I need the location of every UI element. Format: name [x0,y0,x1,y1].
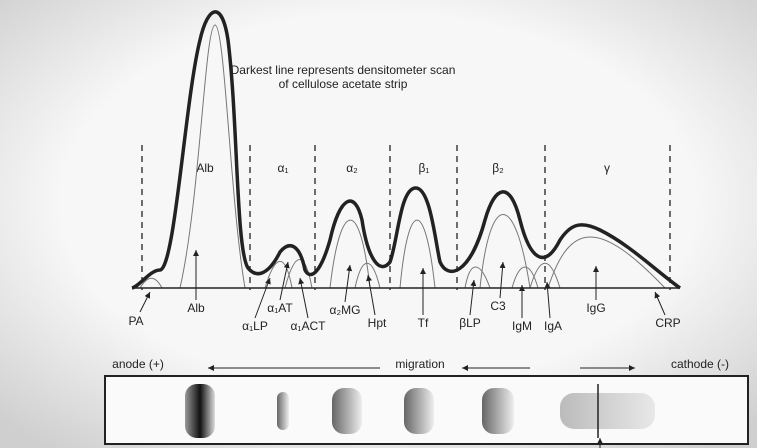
peak-label: Tf [418,316,429,330]
region-label: β₁ [419,161,430,175]
region-label: α₂ [346,161,358,175]
bands [185,384,655,448]
caption: Darkest line represents densitometer sca… [231,63,456,77]
peak-label: Hpt [368,316,387,330]
migration-label: migration [395,357,444,371]
region-label: α₁ [278,161,289,175]
densitometer-scan [131,10,682,290]
peak-label: α₁ACT [291,319,327,333]
region-label: Alb [196,161,214,175]
dividers [141,145,671,290]
peak-label: PA [128,314,143,328]
peak-label: βLP [459,316,481,330]
peak-arrows [139,250,666,319]
region-label: β₂ [492,161,504,175]
peak-label: C3 [490,299,506,313]
caption: of cellulose acetate strip [279,77,408,91]
peak-label: IgA [544,319,562,333]
peak-label: IgG [586,301,605,315]
peak-label: CRP [655,316,680,330]
peak-label: Alb [187,301,205,315]
cathode-label: cathode (-) [671,357,729,371]
peak-label: α₁AT [267,301,293,315]
components [139,24,666,289]
region-label: γ [604,161,610,175]
anode-label: anode (+) [112,357,164,371]
peak-label: α₂MG [330,303,361,317]
peak-label: α₁LP [242,319,268,333]
peak-label: IgM [512,319,532,333]
